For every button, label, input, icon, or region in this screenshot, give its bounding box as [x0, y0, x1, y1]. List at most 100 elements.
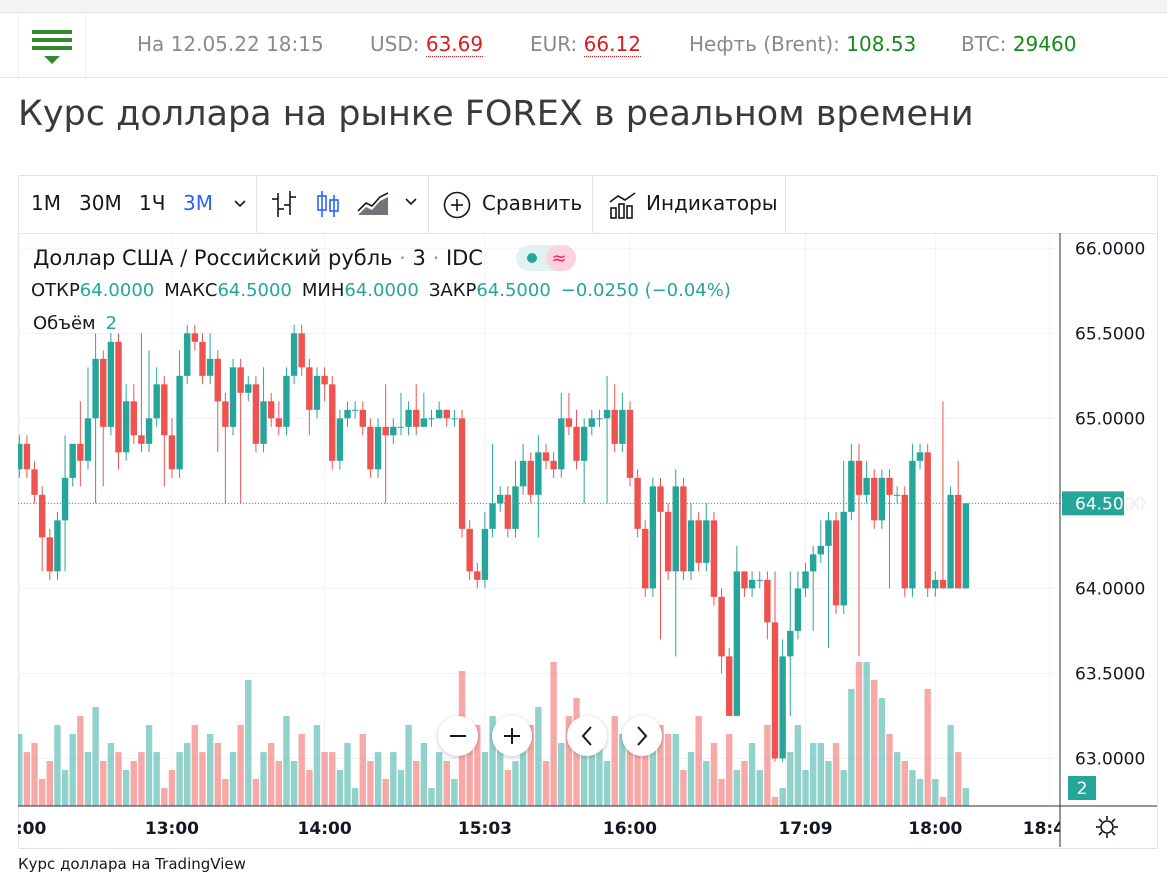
- candle-body: [748, 579, 756, 589]
- volume-bar: [565, 716, 573, 806]
- volume-bar: [649, 725, 657, 806]
- candle-body: [886, 477, 893, 495]
- y-tick-label: 63.0000: [1075, 749, 1145, 769]
- volume-bar: [61, 770, 69, 806]
- legend-line: Доллар США / Российский рубль · 3 · IDC: [33, 246, 483, 270]
- candle-body: [603, 409, 611, 419]
- candle-body: [413, 409, 420, 427]
- zoom-in-button[interactable]: [492, 716, 532, 756]
- interval[interactable]: 30M: [79, 191, 122, 215]
- candle-body: [893, 494, 901, 496]
- last-volume-label: 2: [1077, 779, 1088, 799]
- volume-bar: [603, 761, 611, 806]
- eur: EUR: 66.12: [530, 32, 641, 57]
- candle-body: [283, 375, 290, 427]
- volume-bar: [77, 716, 84, 806]
- menu-icon: [32, 30, 72, 64]
- close-value: 64.5000: [476, 280, 550, 301]
- y-tick-label: 65.0000: [1075, 409, 1145, 429]
- candle-body: [145, 418, 153, 444]
- candle-body: [252, 384, 260, 444]
- volume-bar: [726, 734, 733, 806]
- header: [0, 13, 1167, 78]
- interval-caret[interactable]: [232, 197, 248, 211]
- volume-bar: [496, 743, 504, 806]
- compare-icon[interactable]: [442, 190, 472, 220]
- candle-body: [199, 341, 206, 376]
- candle-body: [794, 588, 802, 631]
- usd-value[interactable]: 63.69: [425, 32, 484, 57]
- eur-value[interactable]: 66.12: [583, 32, 641, 57]
- candle-body: [84, 418, 92, 461]
- volume-bar: [245, 680, 252, 806]
- volume-bar: [519, 734, 527, 806]
- zoom-out-button[interactable]: [438, 716, 478, 756]
- last-price-box: [1062, 491, 1124, 516]
- volume-bar: [550, 662, 557, 806]
- volume-bar: [504, 770, 512, 806]
- candle-body: [535, 452, 542, 495]
- indicators-button[interactable]: Индикаторы: [646, 191, 778, 215]
- low-label: МИН: [302, 280, 345, 301]
- volume-bar: [153, 752, 160, 806]
- compare-button[interactable]: Сравнить: [482, 191, 583, 215]
- candle-body: [481, 528, 489, 580]
- candle-body: [710, 520, 718, 597]
- volume-bar: [932, 779, 939, 806]
- volume-bar: [435, 752, 443, 806]
- candle-body: [611, 409, 618, 444]
- candle-body: [130, 401, 137, 436]
- volume-bar: [588, 743, 595, 806]
- candle-body: [550, 460, 557, 470]
- volume-bar: [374, 752, 382, 806]
- volume-bar: [206, 734, 214, 806]
- volume-bar: [351, 788, 359, 806]
- volume-bar: [626, 743, 634, 806]
- volume-bar: [367, 761, 374, 806]
- volume-bar: [718, 779, 725, 806]
- candle-body: [542, 452, 550, 461]
- eur-label: EUR:: [530, 32, 578, 56]
- volume-bar: [168, 770, 176, 806]
- volume-bar: [69, 734, 76, 806]
- volume-bar: [451, 779, 458, 806]
- candle-body: [802, 571, 809, 589]
- scroll-left-button[interactable]: [567, 716, 607, 756]
- interval[interactable]: 1M: [31, 191, 61, 215]
- settings-button[interactable]: [1096, 816, 1118, 838]
- candle-body: [695, 520, 702, 563]
- candle-body: [458, 418, 466, 529]
- chart-type-icons[interactable]: [268, 187, 438, 221]
- scroll-right-button[interactable]: [622, 716, 662, 756]
- x-tick-label: 17:09: [778, 819, 832, 839]
- volume-bar: [703, 761, 710, 806]
- volume-bar: [871, 680, 878, 806]
- volume-bar: [809, 743, 817, 806]
- candle-body: [107, 341, 115, 427]
- volume-bar: [222, 779, 229, 806]
- legend-pill[interactable]: ≈: [516, 245, 576, 271]
- candle-body: [168, 435, 176, 470]
- btc-label: BTC:: [961, 32, 1007, 56]
- candle-body: [329, 384, 336, 461]
- y-tick-label: 64.0000: [1075, 579, 1145, 599]
- candle-body: [100, 358, 107, 427]
- volume-bar: [359, 734, 366, 806]
- interval[interactable]: 3M: [183, 191, 213, 215]
- x-tick-label: 18:00: [908, 819, 962, 839]
- volume-name: Объём: [33, 313, 96, 334]
- volume-bar: [100, 761, 107, 806]
- candle-body: [840, 511, 847, 606]
- candle-body: [18, 443, 23, 470]
- candle-body: [664, 511, 672, 572]
- footer-link[interactable]: Курс доллара на TradingView: [18, 855, 246, 873]
- volume-bar: [909, 770, 916, 806]
- menu-button[interactable]: [18, 13, 86, 77]
- candle-body: [122, 401, 130, 453]
- last-volume-box: [1068, 776, 1096, 800]
- candle-body: [191, 333, 199, 342]
- interval[interactable]: 1Ч: [139, 191, 166, 215]
- candle-body: [229, 367, 237, 427]
- indicators-icon[interactable]: [608, 190, 638, 220]
- y-tick-label: 63.5000: [1075, 664, 1145, 684]
